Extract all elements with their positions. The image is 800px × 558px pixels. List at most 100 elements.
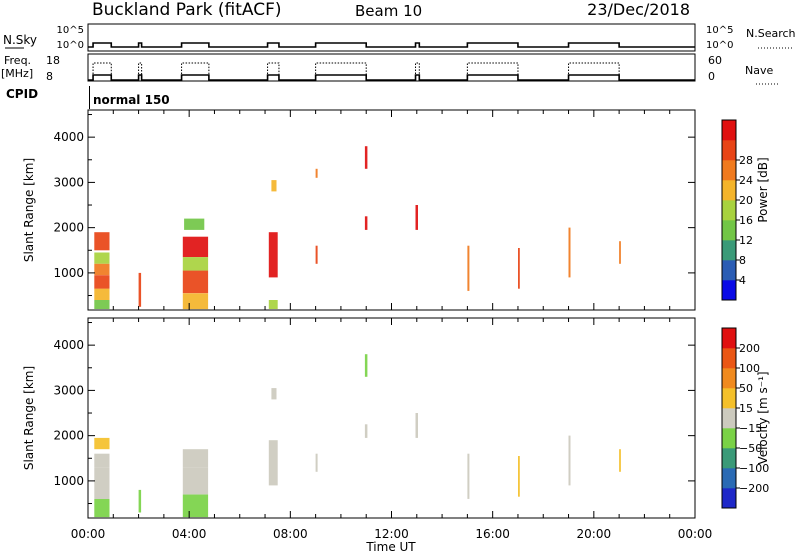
- velocity-block-4: [138, 489, 142, 513]
- power-block-22: [568, 227, 571, 278]
- x-tick-label-4: 16:00: [475, 527, 510, 541]
- velocity-ylabel: Slant Range [km]: [22, 366, 36, 470]
- power-block-15: [315, 245, 318, 264]
- power-block-23: [619, 241, 621, 264]
- x-axis-label: Time UT: [365, 540, 416, 554]
- velocity-cbar-label-4: −15: [739, 422, 762, 435]
- power-block-3: [94, 275, 110, 289]
- nsearch-label: N.Search: [746, 27, 796, 40]
- x-tick-label-0: 00:00: [71, 527, 106, 541]
- nave-label: Nave: [745, 64, 773, 77]
- velocity-blocks: [94, 354, 621, 518]
- nsky-strip: N.Sky 10^5 10^0 10^5 10^0 N.Search: [3, 23, 796, 52]
- power-block-7: [182, 236, 209, 258]
- freq-label: Freq.: [4, 54, 31, 67]
- velocity-block-12: [364, 424, 368, 438]
- power-cbar-seg-1: [722, 260, 736, 281]
- power-block-12: [268, 232, 278, 278]
- velocity-block-7: [182, 494, 209, 518]
- power-block-18: [364, 216, 368, 230]
- freq-tick-top: 18: [46, 54, 60, 67]
- power-block-8: [182, 257, 209, 271]
- velocity-cbar-seg-1: [722, 468, 736, 489]
- velocity-cbar-label-2: 50: [739, 382, 753, 395]
- x-tick-label-5: 20:00: [577, 527, 612, 541]
- velocity-cbar-label-6: −100: [739, 462, 769, 475]
- velocity-panel: 1000 2000 3000 4000 Slant Range [km] 200 100…: [22, 317, 770, 519]
- x-tick-label-3: 12:00: [374, 527, 409, 541]
- velocity-colorbar: 200 100 50 15 −15 −50 −100 −200: [721, 327, 769, 509]
- power-cbar-seg-4: [722, 200, 736, 221]
- power-block-4: [94, 288, 110, 300]
- velocity-block-15: [518, 456, 520, 497]
- velocity-cbar-seg-7: [722, 348, 736, 369]
- power-ylabel: Slant Range [km]: [22, 158, 36, 262]
- velocity-ytick-label-1: 2000: [53, 429, 84, 443]
- x-tick-label-2: 08:00: [273, 527, 308, 541]
- beam-label: Beam 10: [355, 2, 422, 20]
- power-block-16: [315, 168, 318, 178]
- velocity-ytick-label-2: 3000: [53, 383, 84, 397]
- velocity-cbar-label-5: −50: [739, 442, 762, 455]
- nsky-tick-top: 10^5: [57, 25, 84, 36]
- velocity-block-2: [94, 467, 110, 499]
- nave-tick-top: 60: [708, 54, 722, 67]
- nsky-line: [88, 42, 695, 48]
- velocity-block-8: [268, 440, 278, 486]
- power-cbar-label-0: 4: [739, 274, 746, 287]
- velocity-frame: [87, 317, 696, 519]
- power-block-5: [94, 300, 110, 309]
- velocity-cbar-label-1: 100: [739, 362, 760, 375]
- power-cbar-label: Power [dB]: [756, 157, 770, 222]
- power-block-19: [415, 205, 418, 230]
- power-ytick-label-0: 1000: [53, 266, 84, 280]
- velocity-axes: 1000 2000 3000 4000: [53, 318, 696, 518]
- velocity-cbar-seg-2: [722, 448, 736, 469]
- power-block-6: [138, 272, 142, 307]
- velocity-ytick-label-0: 1000: [53, 474, 84, 488]
- velocity-cbar-frame: [721, 327, 737, 509]
- velocity-block-1: [94, 453, 110, 468]
- power-cbar-seg-2: [722, 240, 736, 261]
- velocity-cbar-seg-3: [722, 428, 736, 449]
- power-block-1: [94, 252, 110, 264]
- power-colorbar: 4 8 12 16 20 24 28: [721, 119, 753, 301]
- velocity-cbar-seg-5: [722, 388, 736, 409]
- nsky-tick-bottom: 10^0: [57, 40, 84, 51]
- power-block-11: [184, 218, 205, 230]
- power-block-20: [467, 245, 470, 291]
- nsky-trace: [88, 42, 695, 48]
- power-panel: 1000 2000 3000 4000 Slant Range [km] 4 8 12 16…: [22, 109, 770, 311]
- nave-tick-bottom: 0: [708, 70, 715, 83]
- power-block-2: [94, 263, 110, 276]
- velocity-cbar-seg-8: [722, 328, 736, 349]
- power-cbar-label-4: 20: [739, 194, 753, 207]
- nsearch-tick-top: 10^5: [706, 25, 733, 36]
- cpid-value: normal 150: [93, 93, 170, 107]
- velocity-cbar-seg-6: [722, 368, 736, 389]
- power-block-10: [182, 293, 209, 310]
- velocity-cbar-label-3: 15: [739, 402, 753, 415]
- power-cbar-label-5: 24: [739, 174, 753, 187]
- power-cbar-seg-6: [722, 160, 736, 181]
- power-blocks: [94, 146, 621, 310]
- power-block-17: [364, 146, 368, 169]
- velocity-cbar-label-7: −200: [739, 482, 769, 495]
- power-cbar-seg-3: [722, 220, 736, 241]
- velocity-block-0: [94, 437, 110, 450]
- plot-title: Buckland Park (fitACF): [92, 0, 282, 20]
- power-block-21: [518, 248, 520, 289]
- velocity-block-6: [182, 467, 209, 495]
- velocity-cbar-seg-4: [722, 408, 736, 429]
- freq-trace: [88, 62, 695, 81]
- power-block-13: [268, 300, 278, 309]
- power-cbar-frame: [721, 119, 737, 301]
- velocity-block-10: [315, 453, 318, 472]
- freq-unit: [MHz]: [1, 67, 33, 80]
- power-cbar-label-2: 12: [739, 234, 753, 247]
- power-block-9: [182, 270, 209, 294]
- power-block-0: [94, 232, 110, 251]
- x-tick-label-1: 04:00: [172, 527, 207, 541]
